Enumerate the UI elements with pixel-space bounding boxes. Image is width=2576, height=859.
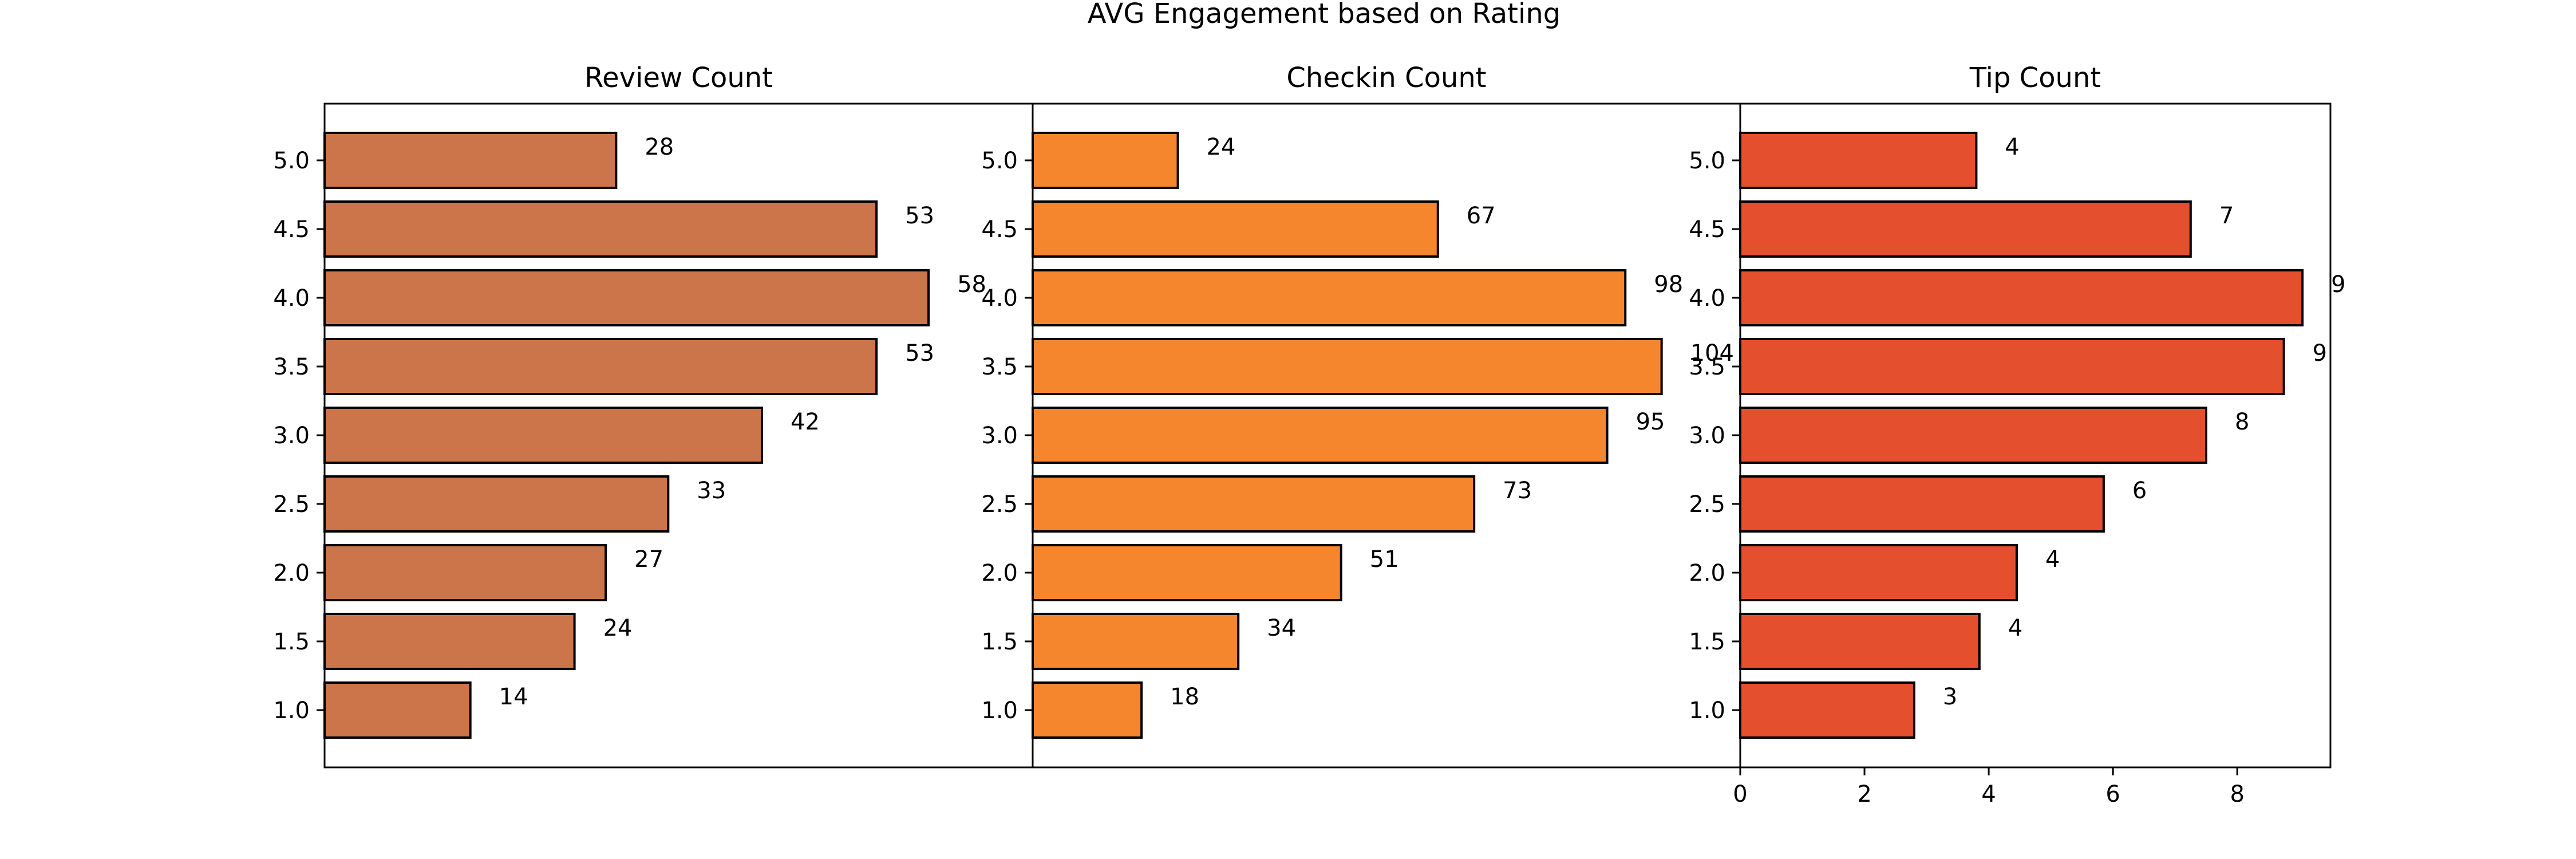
bar [1739,613,1981,670]
bar-value-label: 7 [2219,203,2234,229]
y-tick-label: 5.0 [1689,148,1725,174]
bar-value-label: 67 [1467,203,1496,229]
bar [1032,200,1439,258]
bar-value-label: 98 [1654,271,1683,298]
bar [1739,200,2192,258]
bar-value-label: 18 [1170,684,1199,710]
y-tick-label: 5.0 [981,148,1018,174]
bar-value-label: 4 [2045,546,2060,573]
y-tick-label: 2.0 [981,560,1018,586]
y-tick-label: 1.0 [273,698,310,724]
figure-title: AVG Engagement based on Rating [1088,0,1560,30]
bar [1739,475,2105,533]
x-tick-label: 4 [1981,781,1996,807]
y-tick-label: 1.5 [273,629,310,655]
bar-value-label: 24 [603,615,633,641]
bar-value-label: 104 [1690,340,1734,367]
x-tick-label: 6 [2105,781,2120,807]
y-tick-label: 2.0 [1689,560,1725,586]
x-tick-label: 2 [1857,781,1871,807]
chart-panel: Review Count 14 1.0 24 1.5 27 2.0 33 2.5 42 3.0 53 3… [273,62,1034,769]
bar-value-label: 73 [1503,478,1532,504]
bar-value-label: 4 [2008,615,2022,641]
y-tick-label: 3.5 [981,354,1018,380]
bar-value-label: 27 [634,546,663,573]
bar-value-label: 42 [791,409,820,435]
y-tick-label: 4.0 [273,285,310,312]
y-tick-label: 1.0 [981,698,1018,724]
bar-value-label: 33 [697,478,726,504]
bar [323,613,576,670]
x-tick-label: 0 [1733,781,1747,807]
bar [323,544,607,601]
bar-value-label: 95 [1636,409,1665,435]
bar [1739,407,2207,464]
bar [323,132,618,189]
bar-value-label: 4 [2005,134,2019,160]
y-tick-label: 5.0 [273,148,310,174]
y-tick-label: 1.5 [981,629,1018,655]
bar-value-label: 53 [905,203,934,229]
y-tick-label: 4.5 [273,216,310,243]
bar-value-label: 58 [957,271,986,298]
bar [1739,681,1915,739]
bar-value-label: 3 [1943,684,1957,710]
y-tick-label: 1.0 [1689,698,1725,724]
bar [323,475,670,533]
bar [323,269,930,326]
bar-value-label: 34 [1267,615,1296,641]
bar [1739,338,2285,395]
bar [1032,613,1240,670]
bar-value-label: 51 [1370,546,1399,573]
bar [1032,132,1179,189]
bar-value-label: 24 [1207,134,1236,160]
y-tick-label: 2.0 [273,560,310,586]
bar [323,338,878,395]
bar [1739,269,2304,326]
y-tick-label: 3.0 [981,423,1018,449]
y-tick-label: 2.5 [1689,491,1725,518]
bar [1032,269,1627,326]
y-tick-label: 1.5 [1689,629,1725,655]
subplot-title: Review Count [584,62,773,94]
bar [323,200,878,258]
bar [1032,475,1476,533]
axes-frame [1739,103,2332,769]
y-tick-label: 3.5 [1689,354,1725,380]
subplot-title: Checkin Count [1286,62,1486,94]
y-tick-label: 4.5 [981,216,1018,243]
y-tick-label: 4.0 [981,285,1018,312]
bar-value-label: 9 [2331,271,2345,298]
chart-panels: Review Count141.0241.5272.0332.5423.0533… [273,62,2345,807]
x-tick-label: 8 [2230,781,2244,807]
bar-value-label: 8 [2235,409,2249,435]
bar [1739,132,1978,189]
bar [1032,681,1143,739]
bar [1032,407,1609,464]
subplot-title: Tip Count [1969,62,2101,94]
bar-value-label: 28 [645,134,674,160]
y-tick-label: 2.5 [981,491,1018,518]
bar [1739,544,2018,601]
bar-value-label: 14 [499,684,528,710]
y-tick-label: 3.0 [273,423,310,449]
bar-value-label: 53 [905,340,934,367]
bar [1032,338,1663,395]
y-tick-label: 4.5 [1689,216,1725,243]
chart-panel: Tip Count 3 1.0 4 1.5 4 2.0 6 2.5 8 3.0 9 3.5 9 4.0 7 4.… [1689,62,2345,807]
y-tick-label: 3.5 [273,354,310,380]
bar-value-label: 6 [2132,478,2147,504]
bar-value-label: 9 [2313,340,2327,367]
bar [323,681,472,739]
bar [1032,544,1342,601]
y-tick-label: 4.0 [1689,285,1725,312]
y-tick-label: 3.0 [1689,423,1725,449]
bar [323,407,764,464]
y-tick-label: 2.5 [273,491,310,518]
